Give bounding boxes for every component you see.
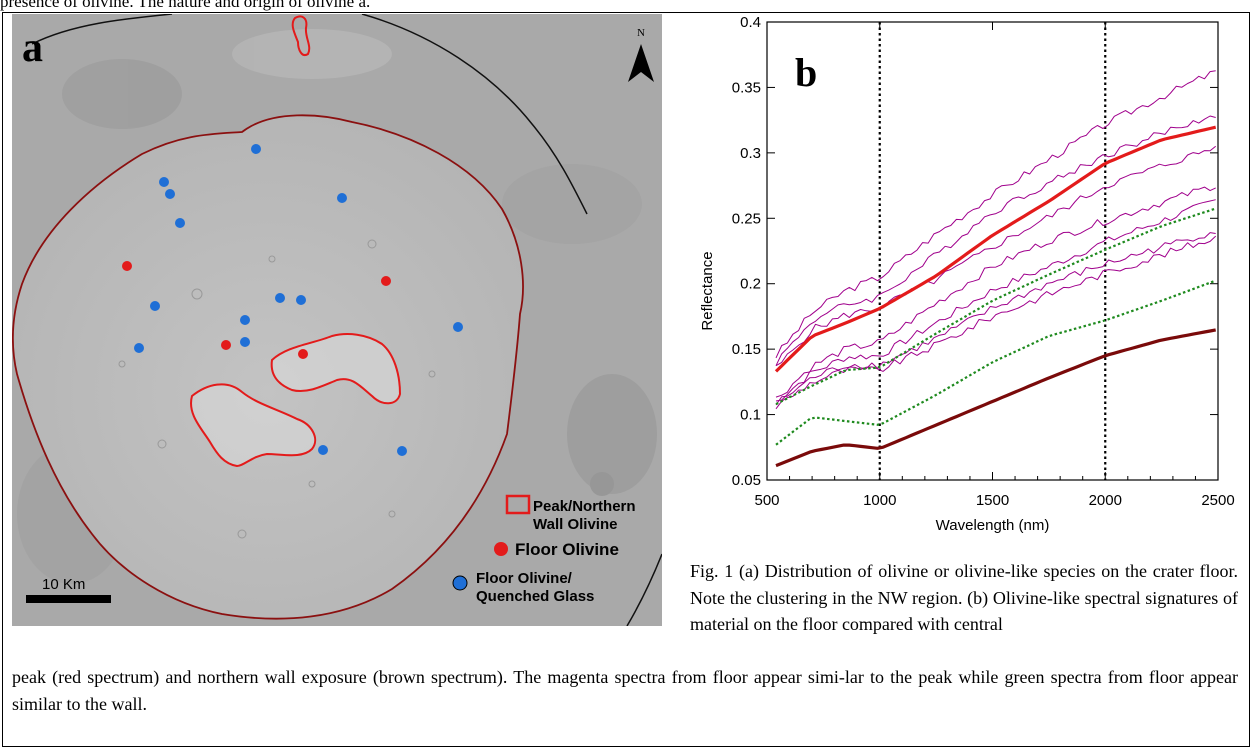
glass-dot	[159, 177, 169, 187]
north-label: N	[637, 27, 645, 39]
reflectance-chart: 500 1000 1500 2000 2500 0.05 0.1 0.15 0.2 0.25 0.3…	[699, 14, 1235, 534]
y-axis-label: Reflectance	[699, 251, 716, 330]
y-tick-label: 0.4	[740, 14, 761, 31]
outer-rim-line-nw	[31, 14, 173, 45]
spectrum-line	[775, 328, 1217, 468]
floor-olivine-dot	[381, 276, 391, 286]
spectrum-line	[775, 145, 1217, 367]
crater-map: a N Peak/Northern Wall Olivine Floor Oli…	[12, 14, 662, 626]
glass-dots	[134, 144, 463, 456]
legend-peak-label-line2: Wall Olivine	[533, 516, 617, 533]
floor-olivine-dot	[122, 261, 132, 271]
floor-olivine-dots	[122, 261, 391, 359]
spectrum-line	[775, 207, 1217, 406]
y-tick-label: 0.35	[732, 79, 761, 96]
y-tick-label: 0.3	[740, 145, 761, 162]
legend-peak-swatch	[505, 494, 531, 515]
north-arrow-icon	[628, 44, 654, 82]
spectrum-line	[775, 186, 1216, 398]
glass-dot	[150, 301, 160, 311]
y-tick-label: 0.15	[732, 341, 761, 358]
legend-floor-olivine-label: Floor Olivine	[515, 540, 619, 559]
glass-dot	[175, 218, 185, 228]
spectrum-line	[775, 115, 1216, 366]
spectrum-line	[775, 199, 1216, 402]
outer-rim-line-se	[626, 553, 662, 626]
y-tick-label: 0.2	[740, 276, 761, 293]
x-axis-label: Wavelength (nm)	[936, 517, 1050, 534]
legend-glass-swatch	[452, 575, 468, 591]
x-tick-label: 2000	[1089, 492, 1122, 509]
northern-wall-olivine-outline	[291, 15, 311, 56]
figure-caption: Fig. 1 (a) Distribution of olivine or ol…	[690, 561, 1238, 634]
y-tick-label: 0.25	[732, 210, 761, 227]
floor-olivine-dot	[221, 340, 231, 350]
figure-frame	[2, 12, 1250, 747]
floor-olivine-dot	[298, 349, 308, 359]
spectrum-line	[775, 279, 1217, 446]
y-tick-label: 0.1	[740, 407, 761, 424]
glass-dot	[318, 445, 328, 455]
spectrum-line	[775, 70, 1216, 359]
panel-a-label: a	[22, 25, 43, 71]
panel-b-label: b	[795, 50, 817, 95]
legend-glass-label: Floor Olivine/	[476, 570, 573, 587]
glass-dot	[275, 293, 285, 303]
central-peak-outline-west	[190, 383, 317, 468]
glass-dot	[240, 337, 250, 347]
glass-dot	[453, 322, 463, 332]
glass-dot	[240, 315, 250, 325]
outer-rim-line-ne	[361, 14, 588, 215]
preceding-text-fragment: presence of olivine. The nature and orig…	[0, 0, 371, 11]
legend-floor-olivine-swatch	[494, 542, 508, 556]
figure-caption-continued: peak (red spectrum) and northern wall ex…	[12, 667, 1238, 714]
glass-dot	[165, 189, 175, 199]
glass-dot	[397, 446, 407, 456]
spectrum-line	[775, 232, 1216, 406]
glass-dot	[296, 295, 306, 305]
scale-bar	[26, 595, 111, 603]
glass-dot	[337, 193, 347, 203]
legend-peak-label: Peak/Northern	[533, 498, 636, 515]
x-tick-label: 2500	[1201, 492, 1234, 509]
glass-dot	[251, 144, 261, 154]
x-tick-label: 1000	[863, 492, 896, 509]
y-tick-label: 0.05	[732, 472, 761, 489]
floor-craterlets	[118, 239, 436, 539]
legend-glass-label-line2: Quenched Glass	[476, 588, 594, 605]
x-tick-label: 1500	[976, 492, 1009, 509]
scale-bar-label: 10 Km	[42, 576, 85, 593]
glass-dot	[134, 343, 144, 353]
spectrum-line	[775, 235, 1217, 410]
x-tick-label: 500	[754, 492, 779, 509]
crater-floor-outline	[12, 114, 524, 620]
spectrum-line	[774, 125, 1217, 373]
